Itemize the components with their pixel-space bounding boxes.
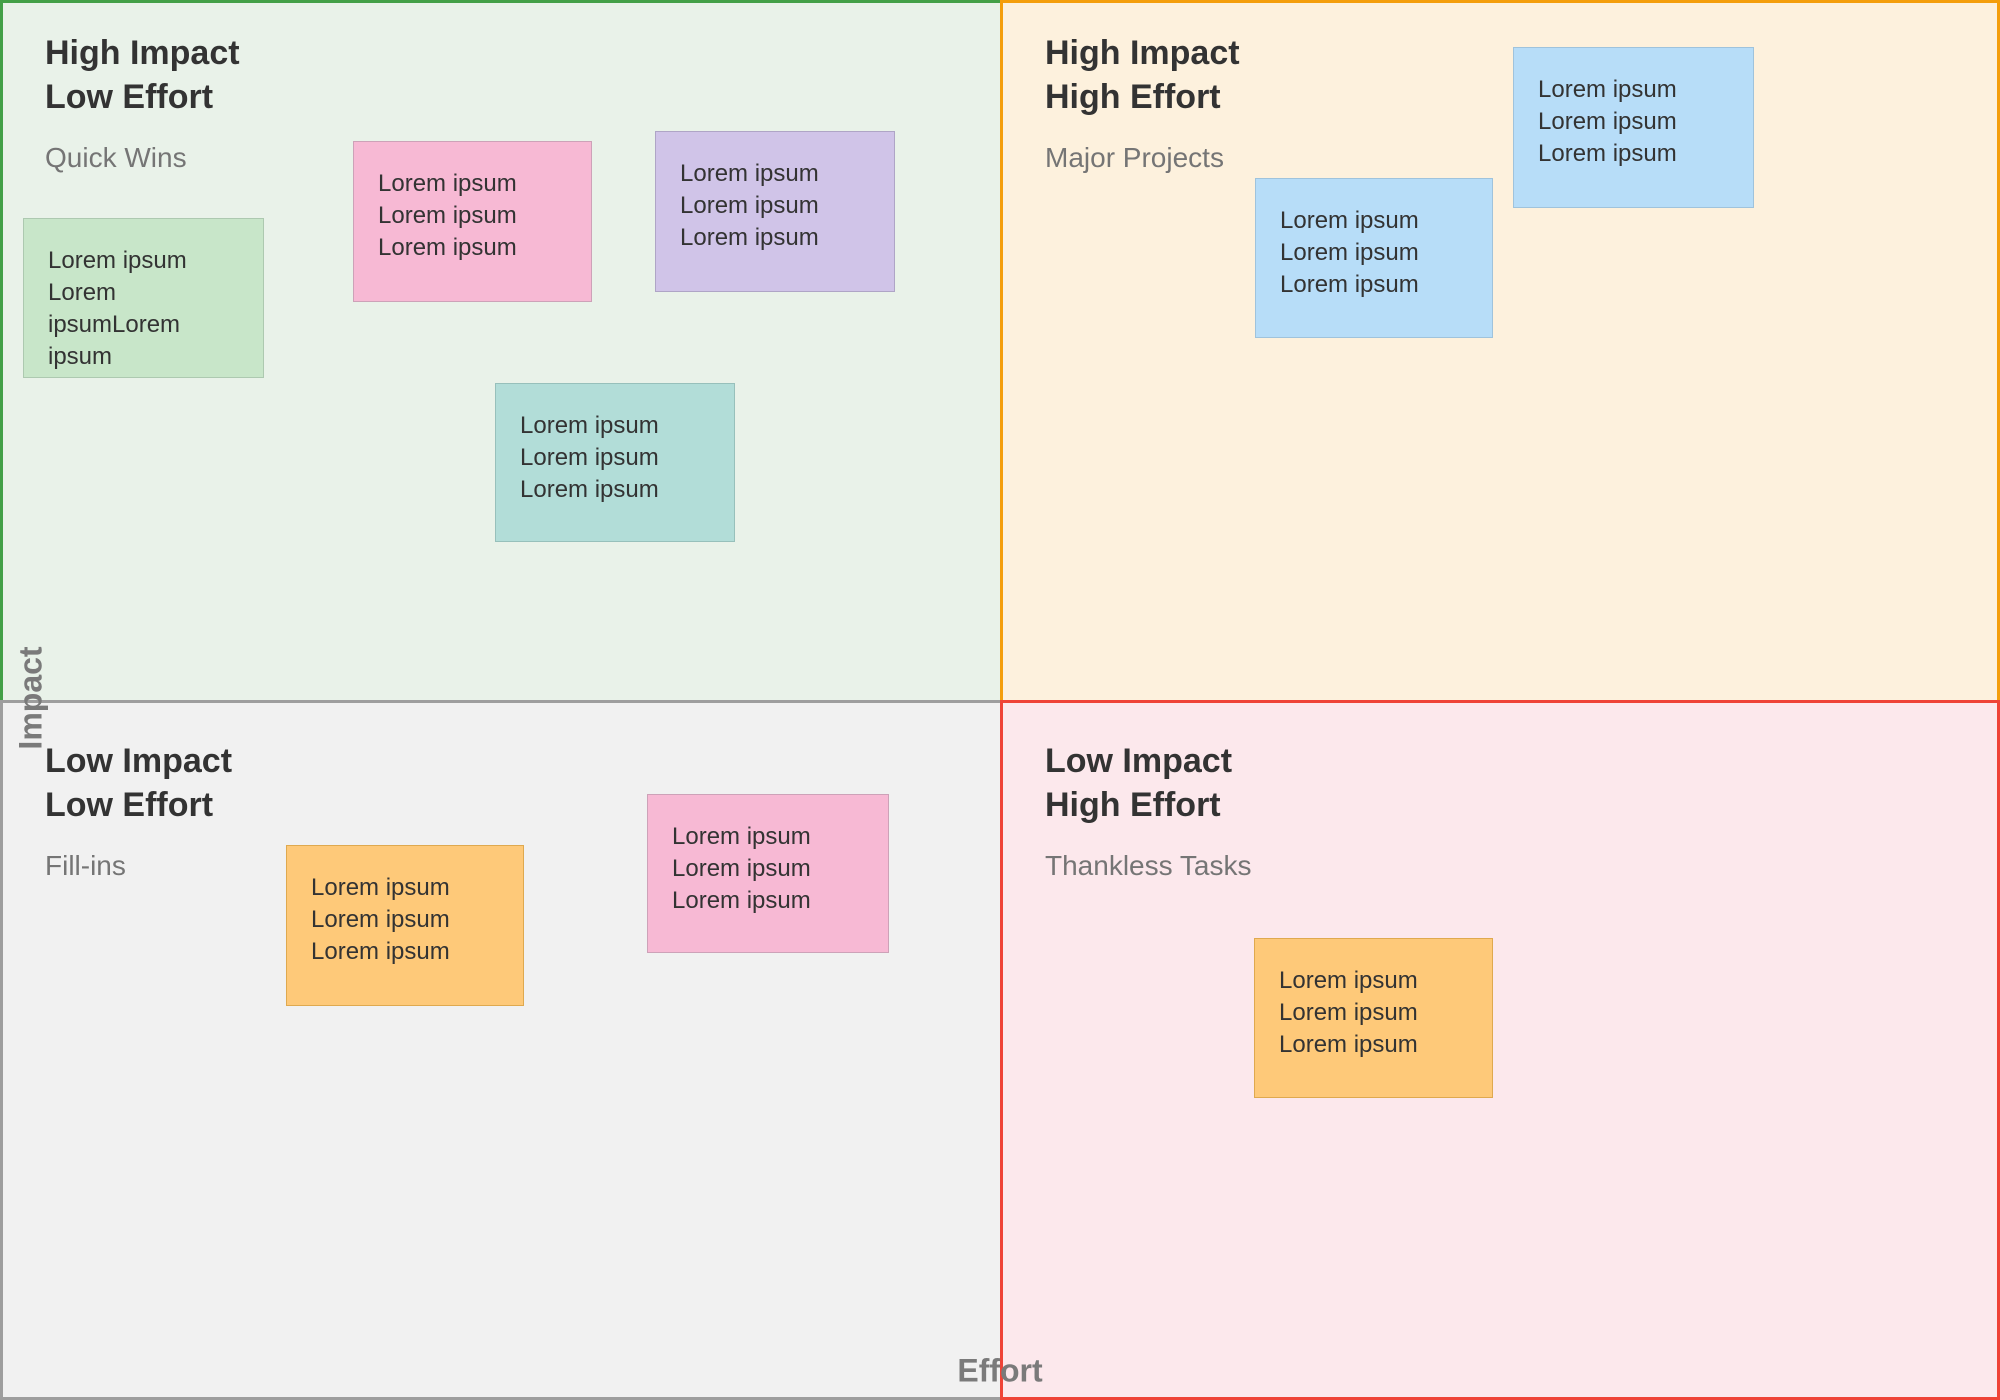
quadrant-subtitle: Fill-ins — [45, 850, 126, 881]
quadrant-title: High Impact High Effort — [1045, 34, 1240, 116]
sticky-note[interactable]: Lorem ipsum Lorem ipsum Lorem ipsum — [655, 131, 895, 292]
sticky-note[interactable]: Lorem ipsum Lorem ipsum Lorem ipsum — [1255, 178, 1493, 338]
sticky-note[interactable]: Lorem ipsum Lorem ipsum Lorem ipsum — [286, 845, 524, 1006]
sticky-note[interactable]: Lorem ipsum Lorem ipsumLorem ipsum — [23, 218, 264, 378]
quadrant-title: High Impact Low Effort — [45, 34, 240, 116]
quadrant-title: Low Impact High Effort — [1045, 742, 1233, 824]
sticky-note[interactable]: Lorem ipsum Lorem ipsum Lorem ipsum — [1513, 47, 1754, 208]
quadrant-high-impact-high-effort: High Impact High Effort Major Projects — [1000, 0, 2000, 700]
quadrant-subtitle: Quick Wins — [45, 142, 187, 173]
sticky-note[interactable]: Lorem ipsum Lorem ipsum Lorem ipsum — [1254, 938, 1493, 1098]
sticky-note[interactable]: Lorem ipsum Lorem ipsum Lorem ipsum — [353, 141, 592, 302]
quadrant-low-impact-high-effort: Low Impact High Effort Thankless Tasks — [1000, 700, 2000, 1400]
x-axis-label-effort: Effort — [957, 1352, 1043, 1389]
quadrant-title: Low Impact Low Effort — [45, 742, 233, 824]
y-axis-label-impact: Impact — [12, 646, 49, 750]
sticky-note[interactable]: Lorem ipsum Lorem ipsum Lorem ipsum — [647, 794, 889, 953]
quadrant-subtitle: Thankless Tasks — [1045, 850, 1252, 881]
sticky-note[interactable]: Lorem ipsum Lorem ipsum Lorem ipsum — [495, 383, 735, 542]
quadrant-subtitle: Major Projects — [1045, 142, 1224, 173]
